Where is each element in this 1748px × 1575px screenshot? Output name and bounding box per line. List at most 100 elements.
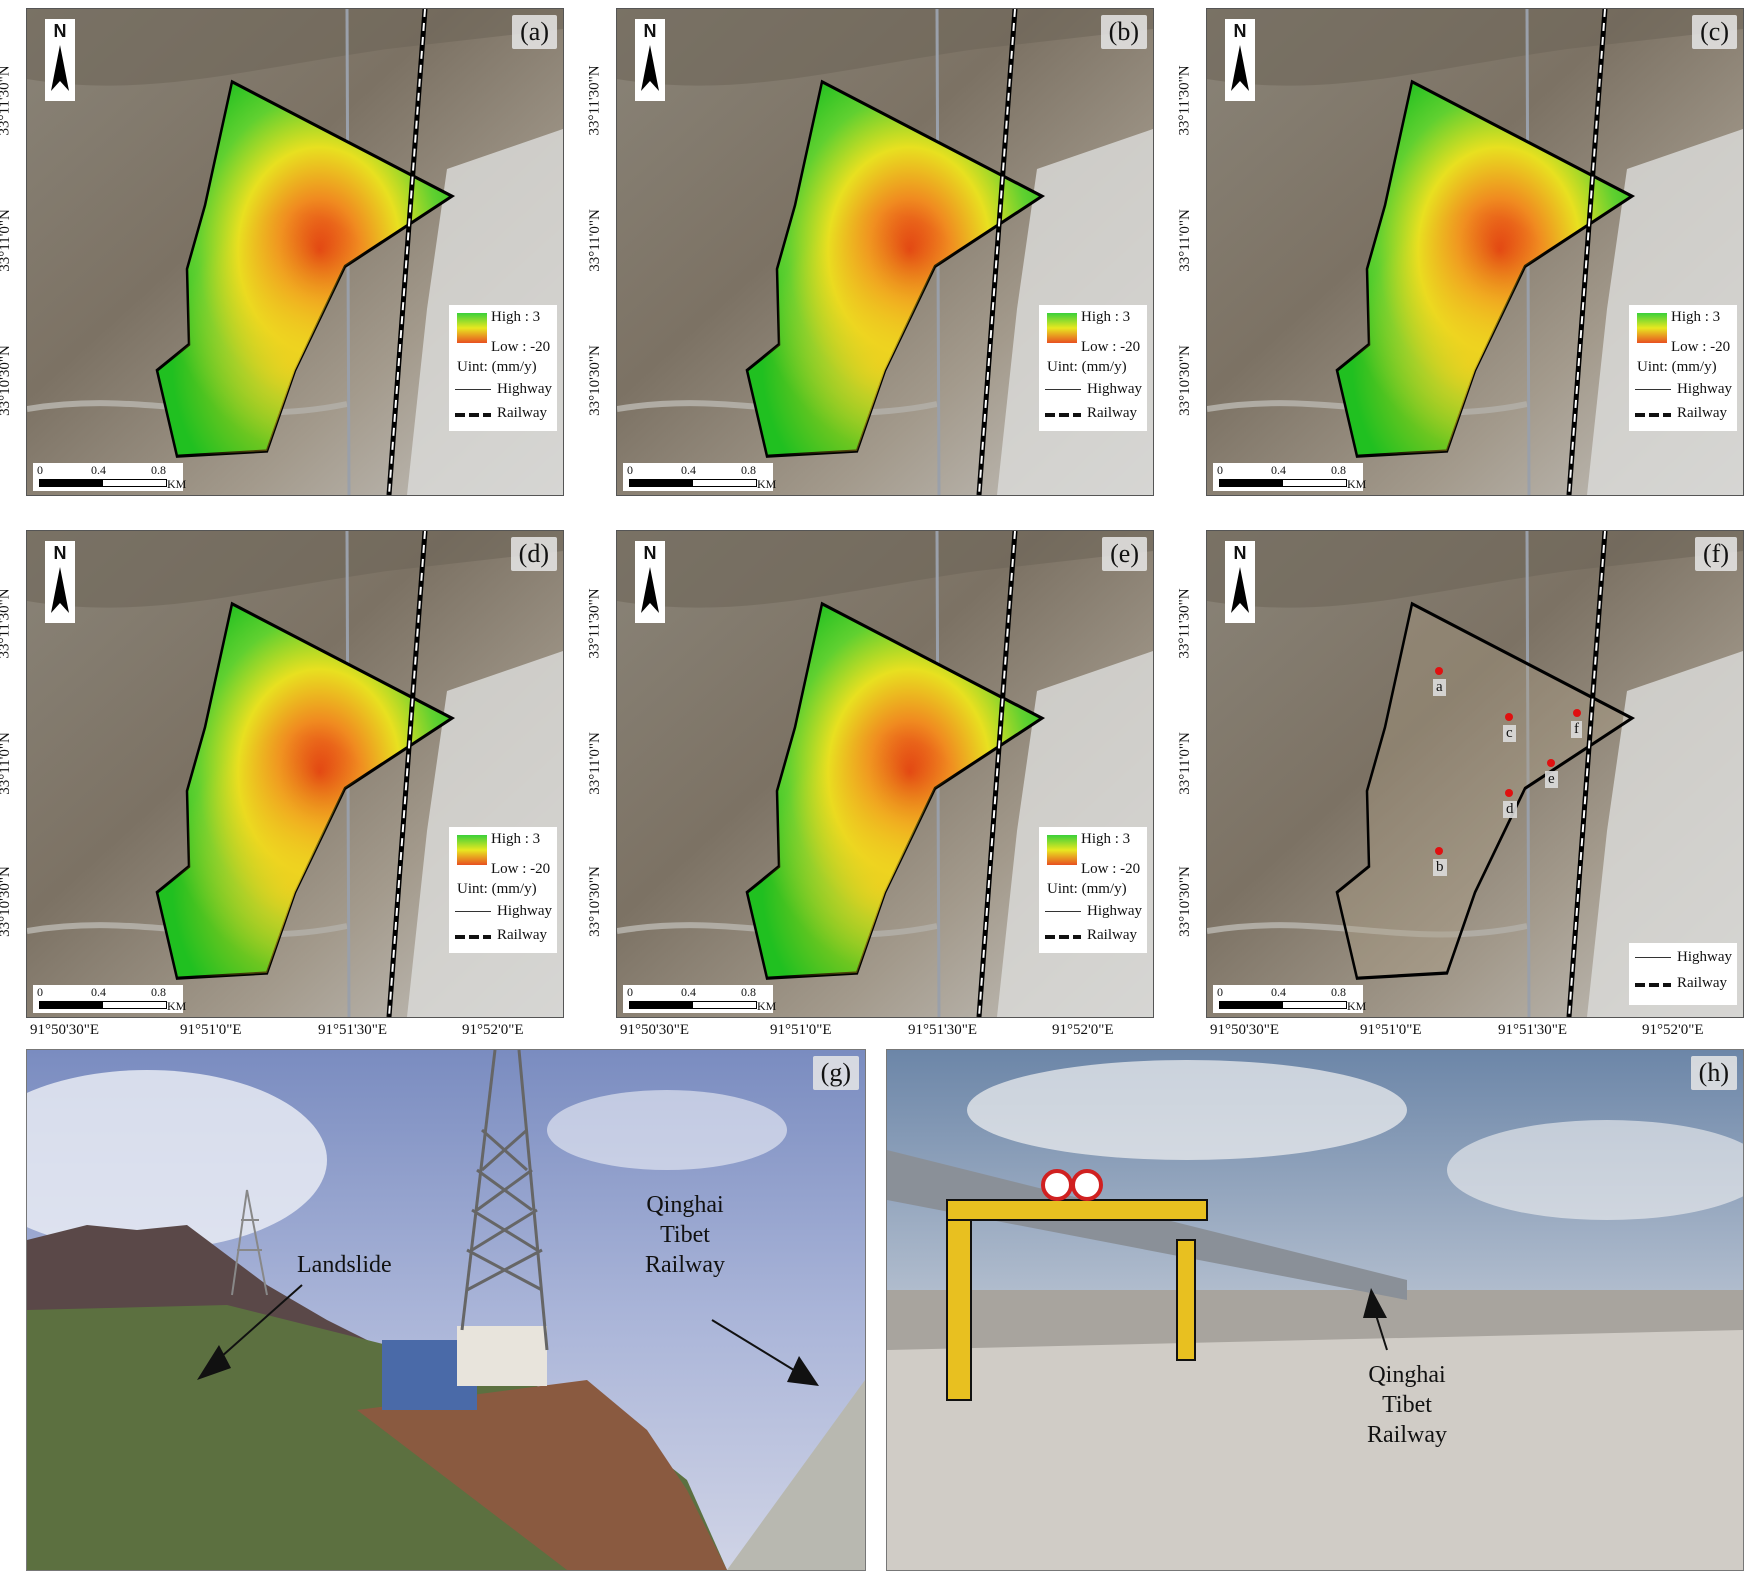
scale-tick: 0.8: [741, 463, 756, 477]
north-arrow-icon: N: [1225, 19, 1255, 101]
map-legend: High : 3 Low : -20 Uint: (mm/y) Highway …: [449, 827, 557, 953]
scale-tick: 0.4: [91, 985, 106, 999]
scale-unit: KM: [1347, 999, 1367, 1013]
panel-label: (a): [512, 15, 557, 49]
highway-symbol: [1635, 957, 1671, 958]
highway-symbol: [455, 911, 491, 912]
photo-h: (h) Qinghai Tibet Railway: [886, 1049, 1744, 1571]
survey-point-label: e: [1545, 771, 1558, 788]
scale-bar: 0 0.4 0.8 KM: [623, 463, 776, 491]
lat-tick: 33°10'30"N: [1176, 345, 1193, 416]
map-legend: High : 3 Low : -20 Uint: (mm/y) Highway …: [1629, 305, 1737, 431]
scale-tick: 0: [627, 985, 633, 999]
legend-highway: Highway: [497, 381, 552, 397]
survey-point-marker: [1573, 709, 1581, 717]
annotation-text: Railway: [1367, 1422, 1447, 1448]
lat-tick: 33°11'30"N: [1176, 588, 1193, 659]
annotation-text: Qinghai: [646, 1192, 724, 1218]
north-arrow-icon: N: [635, 19, 665, 101]
panel-label: (g): [812, 1056, 859, 1090]
panel-label: (h): [1690, 1056, 1737, 1090]
lat-tick: 33°11'30"N: [0, 65, 13, 136]
map-legend: High : 3 Low : -20 Uint: (mm/y) Highway …: [1039, 827, 1147, 953]
panel-label: (f): [1695, 537, 1737, 571]
north-arrow-icon: N: [635, 541, 665, 623]
annotation-text: Tibet: [660, 1222, 710, 1248]
color-ramp: [1047, 835, 1077, 865]
scale-tick: 0: [627, 463, 633, 477]
annotation-landslide: Landslide: [297, 1250, 392, 1280]
scale-tick: 0.4: [681, 463, 696, 477]
color-ramp: [457, 835, 487, 865]
railway-symbol: [1045, 935, 1081, 939]
legend-highway: Highway: [1677, 381, 1732, 397]
survey-point-label: f: [1571, 721, 1582, 738]
lon-tick: 91°51'30"E: [318, 1022, 387, 1038]
north-label: N: [53, 543, 67, 563]
lat-tick: 33°10'30"N: [1176, 866, 1193, 937]
map-panel-b: (b) N High : 3 Low : -20 Uint: (mm/y) Hig…: [616, 8, 1154, 496]
lat-tick: 33°11'30"N: [586, 588, 603, 659]
panel-label: (e): [1102, 537, 1147, 571]
lon-tick: 91°52'0"E: [462, 1022, 524, 1038]
lon-tick: 91°50'30"E: [620, 1022, 689, 1038]
lon-tick: 91°51'0"E: [1360, 1022, 1422, 1038]
annotation-text: Landslide: [297, 1252, 392, 1278]
scale-tick: 0: [37, 985, 43, 999]
lon-tick: 91°52'0"E: [1052, 1022, 1114, 1038]
lon-tick: 91°51'30"E: [1498, 1022, 1567, 1038]
highway-symbol: [1045, 389, 1081, 390]
scale-tick: 0.8: [1331, 463, 1346, 477]
scale-tick: 0.4: [1271, 463, 1286, 477]
lat-tick: 33°11'0"N: [1176, 209, 1193, 272]
map-legend: High : 3 Low : -20 Uint: (mm/y) Highway …: [449, 305, 557, 431]
lat-tick: 33°11'0"N: [1176, 732, 1193, 795]
legend-unit: Uint: (mm/y): [1637, 359, 1717, 375]
legend-unit: Uint: (mm/y): [1047, 359, 1127, 375]
north-label: N: [643, 21, 657, 41]
scale-unit: KM: [1347, 477, 1367, 491]
north-arrow-icon: N: [45, 19, 75, 101]
survey-point-label: d: [1503, 801, 1517, 818]
north-label: N: [643, 543, 657, 563]
legend-low: Low : -20: [1671, 339, 1731, 355]
scale-tick: 0.8: [151, 463, 166, 477]
scale-tick: 0.8: [151, 985, 166, 999]
legend-high: High : 3: [1671, 309, 1721, 325]
color-ramp: [1047, 313, 1077, 343]
color-ramp: [457, 313, 487, 343]
panel-label: (c): [1692, 15, 1737, 49]
legend-low: Low : -20: [1081, 861, 1141, 877]
lat-tick: 33°10'30"N: [0, 866, 13, 937]
highway-symbol: [1045, 911, 1081, 912]
legend-low: Low : -20: [491, 861, 551, 877]
panel-label: (b): [1100, 15, 1147, 49]
survey-point-marker: [1547, 759, 1555, 767]
scale-tick: 0.4: [681, 985, 696, 999]
legend-railway: Railway: [1677, 405, 1727, 421]
legend-high: High : 3: [1081, 831, 1131, 847]
legend-low: Low : -20: [1081, 339, 1141, 355]
lat-tick: 33°10'30"N: [0, 345, 13, 416]
legend-railway: Railway: [1677, 975, 1727, 991]
north-arrow-icon: N: [1225, 541, 1255, 623]
scale-tick: 0: [1217, 463, 1223, 477]
annotation-text: Tibet: [1382, 1392, 1432, 1418]
lat-tick: 33°11'30"N: [0, 588, 13, 659]
annotation-text: Railway: [645, 1252, 725, 1278]
scale-unit: KM: [757, 999, 777, 1013]
annotation-railway: Qinghai Tibet Railway: [1347, 1360, 1467, 1450]
survey-point-marker: [1435, 667, 1443, 675]
scale-tick: 0.4: [91, 463, 106, 477]
lat-tick: 33°11'0"N: [586, 209, 603, 272]
scale-tick: 0: [1217, 985, 1223, 999]
map-panel-d: (d) N High : 3 Low : -20 Uint: (mm/y) Hig…: [26, 530, 564, 1018]
legend-railway: Railway: [1087, 927, 1137, 943]
map-panel-a: (a) N High : 3 Low : -20 Uint: (mm/y) Hig…: [26, 8, 564, 496]
legend-highway: Highway: [1677, 949, 1732, 965]
survey-point-marker: [1505, 789, 1513, 797]
north-label: N: [53, 21, 67, 41]
map-panel-e: (e) N High : 3 Low : -20 Uint: (mm/y) Hig…: [616, 530, 1154, 1018]
legend-railway: Railway: [1087, 405, 1137, 421]
scale-tick: 0.8: [741, 985, 756, 999]
